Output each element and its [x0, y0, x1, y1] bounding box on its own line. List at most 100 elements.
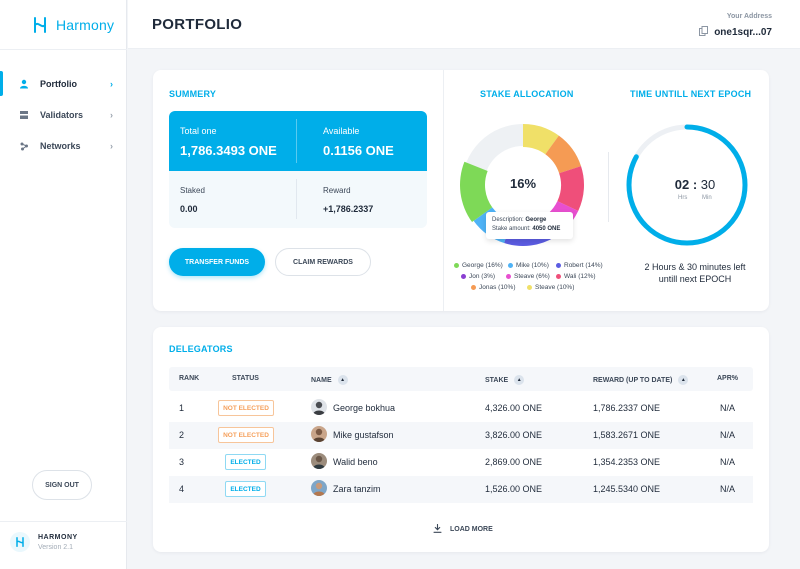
table-header: RANK STATUS NAME ▲ STAKE ▲ REWARD (UP TO D… — [169, 367, 753, 391]
minutes-unit: Min — [702, 195, 712, 201]
legend-dot — [527, 285, 532, 290]
apr-cell: N/A — [720, 430, 736, 440]
harmony-logo-icon — [34, 17, 46, 33]
table-row[interactable]: 3 ELECTED Walid beno 2,869.00 ONE 1,354.… — [169, 449, 753, 476]
address-display[interactable]: one1sqr...07 — [699, 23, 772, 41]
legend-item: Steave (10%) — [527, 284, 574, 291]
column-status: STATUS — [232, 375, 259, 382]
total-value: 1,786.3493 ONE — [180, 143, 277, 158]
name-cell: Zara tanzim — [333, 484, 381, 494]
validators-icon — [18, 109, 30, 121]
epoch-caption: 2 Hours & 30 minutes left untill next EP… — [621, 261, 769, 285]
legend-label: Robert (14%) — [564, 262, 603, 269]
legend-label: Steave (10%) — [535, 284, 575, 291]
legend-label: George (16%) — [462, 262, 503, 269]
name-cell: Mike gustafson — [333, 430, 394, 440]
column-apr: APR% — [717, 375, 739, 382]
legend-item: Wali (12%) — [556, 273, 596, 280]
staked-label: Staked — [180, 186, 205, 195]
sidebar-nav: Portfolio › Validators › Networks › — [0, 68, 127, 161]
load-more-button[interactable]: LOAD MORE — [433, 523, 493, 535]
summary-title: SUMMERY — [169, 89, 217, 99]
tooltip-description: Description: George — [492, 216, 567, 225]
hours-unit: Hrs — [678, 195, 688, 201]
legend-item: Steave (6%) — [506, 273, 550, 280]
reward-value: +1,786.2337 — [323, 204, 374, 214]
footer-version: Version 2.1 — [38, 543, 74, 551]
column-stake[interactable]: STAKE ▲ — [485, 375, 525, 385]
sort-ascending-icon[interactable]: ▲ — [678, 375, 689, 385]
table-row[interactable]: 4 ELECTED Zara tanzim 1,526.00 ONE 1,245… — [169, 476, 753, 503]
legend-dot — [471, 285, 476, 290]
epoch-countdown: 02 : 30 — [674, 177, 716, 192]
name-cell: George bokhua — [333, 403, 396, 413]
download-icon — [433, 523, 442, 535]
donut-slice[interactable] — [523, 124, 559, 155]
legend-dot — [556, 263, 561, 268]
donut-slice[interactable] — [460, 161, 493, 223]
epoch-minutes: 30 — [700, 177, 716, 192]
tooltip-desc-label: Description: — [492, 217, 524, 223]
sign-out-button[interactable]: SIGN OUT — [32, 470, 92, 500]
harmony-logo[interactable]: Harmony — [30, 15, 114, 35]
sidebar-footer: HARMONY Version 2.1 — [10, 532, 78, 552]
summary-separator — [296, 119, 297, 163]
sidebar-item-label: Portfolio — [40, 78, 77, 89]
total-label: Total one — [180, 126, 217, 136]
epoch-hours: 02 — [674, 177, 690, 192]
epoch-caption-line1: 2 Hours & 30 minutes left — [644, 262, 746, 272]
legend-item: Jonas (10%) — [471, 284, 516, 291]
stake-center-percentage: 16% — [509, 176, 537, 191]
rank-cell: 3 — [179, 457, 185, 467]
harmony-logo-icon — [10, 532, 30, 552]
avatar — [311, 399, 327, 415]
legend-item: George (16%) — [454, 262, 503, 269]
address-value: one1sqr...07 — [714, 26, 772, 38]
sidebar-item-validators[interactable]: Validators › — [0, 99, 127, 130]
claim-rewards-button[interactable]: CLAIM REWARDS — [275, 248, 371, 276]
network-icon — [18, 140, 30, 152]
address-label: Your Address — [726, 13, 772, 20]
sidebar-item-portfolio[interactable]: Portfolio › — [0, 68, 127, 99]
column-reward-label: REWARD (UP TO DATE) — [593, 376, 673, 384]
table-row[interactable]: 1 NOT ELECTED George bokhua 4,326.00 ONE… — [169, 395, 753, 422]
chevron-right-icon: › — [110, 78, 113, 89]
section-separator — [608, 152, 609, 222]
legend-label: Jonas (10%) — [479, 284, 516, 291]
status-badge: NOT ELECTED — [218, 427, 274, 443]
column-stake-label: STAKE — [485, 376, 509, 384]
column-name[interactable]: NAME ▲ — [311, 375, 348, 385]
summary-stake-panel: Staked 0.00 Reward +1,786.2337 — [169, 171, 427, 228]
donut-slice[interactable] — [545, 135, 582, 174]
sort-ascending-icon[interactable]: ▲ — [514, 375, 525, 385]
sort-ascending-icon[interactable]: ▲ — [337, 375, 348, 385]
column-name-label: NAME — [311, 376, 332, 384]
transfer-funds-button[interactable]: TRANSFER FUNDS — [169, 248, 265, 276]
footer-brand-name: HARMONY — [38, 533, 78, 541]
page-header: PORTFOLIO Your Address one1sqr...07 — [128, 0, 800, 49]
status-badge: ELECTED — [225, 454, 266, 470]
column-reward[interactable]: REWARD (UP TO DATE) ▲ — [593, 375, 689, 385]
sidebar-item-networks[interactable]: Networks › — [0, 130, 127, 161]
tooltip-amount: Stake amount: 4050 ONE — [492, 225, 567, 234]
copy-icon[interactable] — [699, 23, 709, 41]
legend-item: Jon (3%) — [461, 273, 495, 280]
reward-cell: 1,786.2337 ONE — [593, 403, 661, 413]
available-label: Available — [323, 126, 360, 136]
donut-slice[interactable] — [557, 166, 584, 211]
status-badge: NOT ELECTED — [218, 400, 274, 416]
tooltip-desc-value: George — [525, 217, 547, 223]
reward-cell: 1,354.2353 ONE — [593, 457, 661, 467]
stake-cell: 2,869.00 ONE — [485, 457, 543, 467]
sidebar-item-label: Validators — [40, 109, 84, 120]
sidebar-item-label: Networks — [40, 140, 81, 151]
rank-cell: 2 — [179, 430, 185, 440]
sidebar-divider — [0, 521, 127, 522]
table-row[interactable]: 2 NOT ELECTED Mike gustafson 3,826.00 ON… — [169, 422, 753, 449]
avatar — [311, 453, 327, 469]
legend-item: Robert (14%) — [556, 262, 603, 269]
tooltip-amount-value: 4050 ONE — [532, 226, 561, 232]
legend-dot — [461, 274, 466, 279]
staked-value: 0.00 — [180, 204, 198, 214]
legend-dot — [506, 274, 511, 279]
